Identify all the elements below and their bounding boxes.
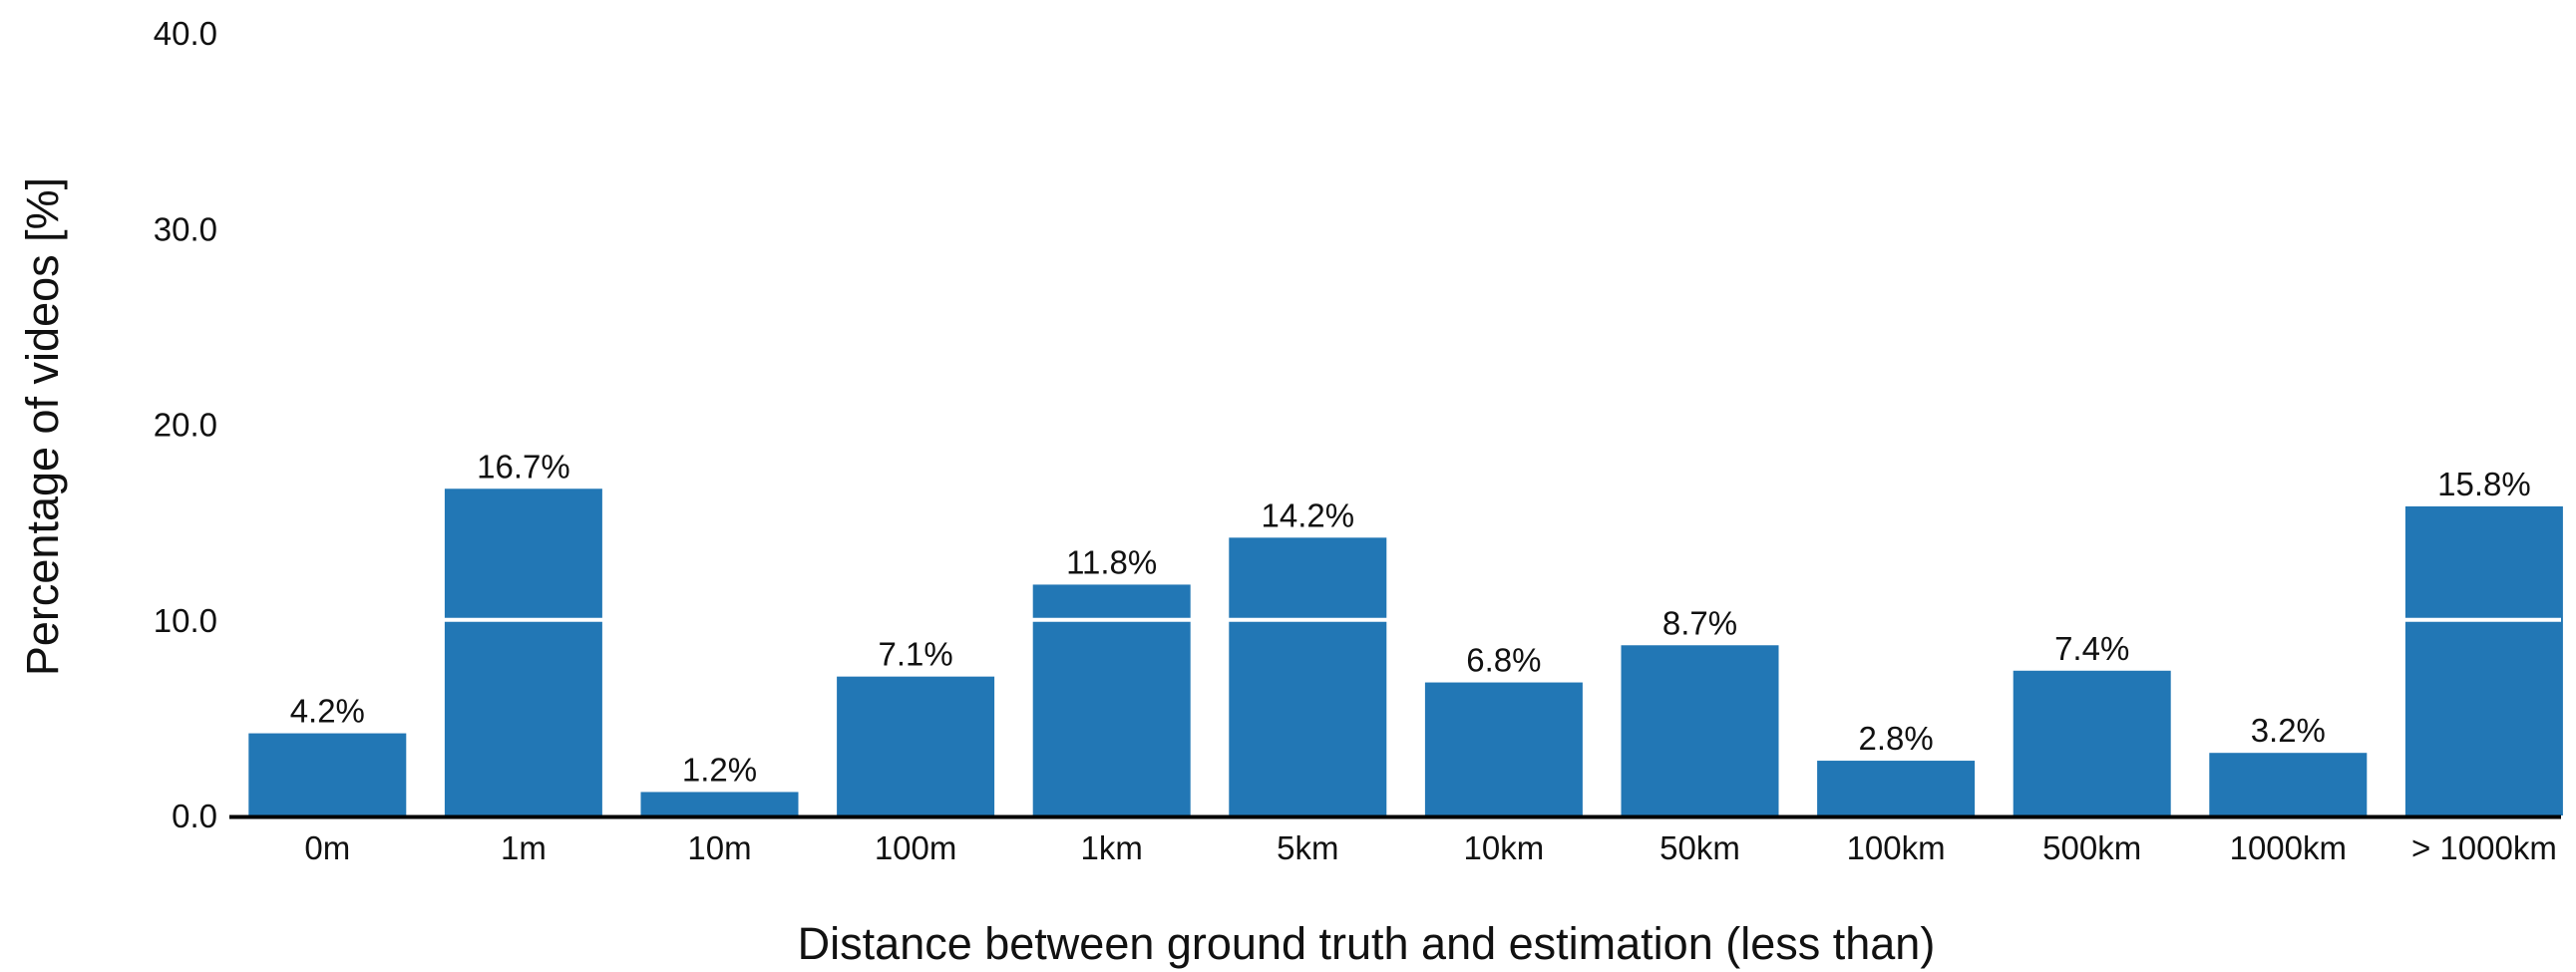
bar-data-label: 8.7% [1662, 604, 1737, 641]
bar-500km [2013, 670, 2171, 815]
bar-0m [248, 733, 407, 815]
bar-10km [1424, 682, 1583, 815]
x-tick-label: 50km [1659, 829, 1740, 866]
x-tick-label: 1000km [2230, 829, 2347, 866]
x-tick-label: > 1000km [2411, 829, 2557, 866]
bars-layer [248, 488, 2563, 815]
bar-data-label: 1.2% [682, 751, 757, 788]
bar-100km [1817, 761, 1976, 815]
x-tick-label: 1m [501, 829, 547, 866]
y-tick-label: 40.0 [154, 15, 217, 52]
bar-1000km [2209, 753, 2368, 815]
bar-data-label: 7.1% [878, 636, 952, 673]
bar-data-label: 16.7% [477, 448, 570, 485]
x-tick-label: 100m [875, 829, 957, 866]
x-tick-label: 1km [1081, 829, 1143, 866]
y-tick-label: 20.0 [154, 407, 217, 444]
bar-50km [1621, 645, 1779, 815]
bar-100m [837, 676, 995, 815]
y-tick-label: 10.0 [154, 602, 217, 639]
y-tick-label: 30.0 [154, 210, 217, 247]
bar-5km [1229, 537, 1387, 815]
bar-10m [640, 792, 799, 815]
bar-data-label: 4.2% [290, 693, 365, 730]
x-tick-label: 10km [1464, 829, 1545, 866]
x-tick-label: 100km [1847, 829, 1946, 866]
bar-data-label: 3.2% [2251, 712, 2326, 749]
bar-data-label: 15.8% [2437, 466, 2531, 502]
bar-data-label: 11.8% [1066, 543, 1157, 580]
bar-1m [444, 488, 602, 815]
bar-data-label: 7.4% [2054, 630, 2129, 667]
y-axis-title: Percentage of videos [%] [17, 177, 68, 676]
bar-1000km [2404, 505, 2563, 815]
bar-1km [1032, 584, 1191, 815]
bar-data-label: 2.8% [1858, 720, 1933, 757]
x-tick-label: 5km [1277, 829, 1338, 866]
x-tick-label: 10m [687, 829, 751, 866]
x-axis-title: Distance between ground truth and estima… [798, 918, 1936, 969]
labels-layer: 4.2% 0m 16.7% 1m 1.2% 10m 7.1% 100m 11.8% 1km 14.2… [154, 15, 2557, 866]
x-tick-label: 500km [2042, 829, 2141, 866]
x-tick-label: 0m [304, 829, 350, 866]
y-tick-label: 0.0 [172, 798, 217, 834]
bar-data-label: 14.2% [1262, 496, 1355, 533]
bar-data-label: 6.8% [1466, 642, 1541, 679]
